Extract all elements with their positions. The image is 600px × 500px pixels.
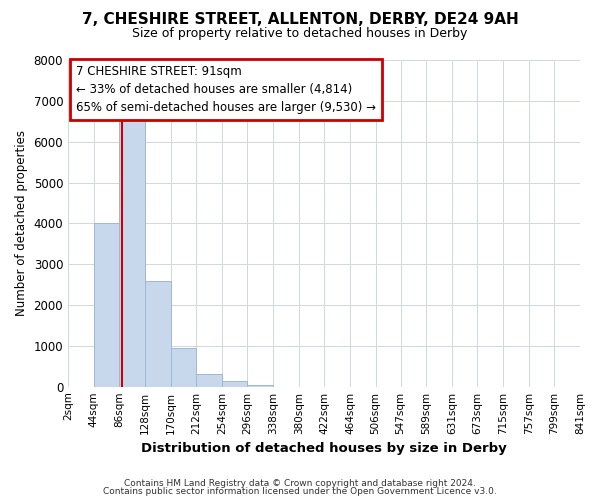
- Text: Size of property relative to detached houses in Derby: Size of property relative to detached ho…: [133, 28, 467, 40]
- Bar: [94, 224, 119, 386]
- Text: Contains HM Land Registry data © Crown copyright and database right 2024.: Contains HM Land Registry data © Crown c…: [124, 478, 476, 488]
- X-axis label: Distribution of detached houses by size in Derby: Distribution of detached houses by size …: [141, 442, 507, 455]
- Bar: [222, 382, 247, 386]
- Bar: [145, 280, 170, 386]
- Y-axis label: Number of detached properties: Number of detached properties: [15, 130, 28, 316]
- Text: Contains public sector information licensed under the Open Government Licence v3: Contains public sector information licen…: [103, 487, 497, 496]
- Bar: [196, 374, 222, 386]
- Text: 7, CHESHIRE STREET, ALLENTON, DERBY, DE24 9AH: 7, CHESHIRE STREET, ALLENTON, DERBY, DE2…: [82, 12, 518, 28]
- Text: 7 CHESHIRE STREET: 91sqm
← 33% of detached houses are smaller (4,814)
65% of sem: 7 CHESHIRE STREET: 91sqm ← 33% of detach…: [76, 65, 376, 114]
- Bar: [119, 117, 145, 386]
- Bar: [247, 384, 273, 386]
- Bar: [170, 348, 196, 387]
